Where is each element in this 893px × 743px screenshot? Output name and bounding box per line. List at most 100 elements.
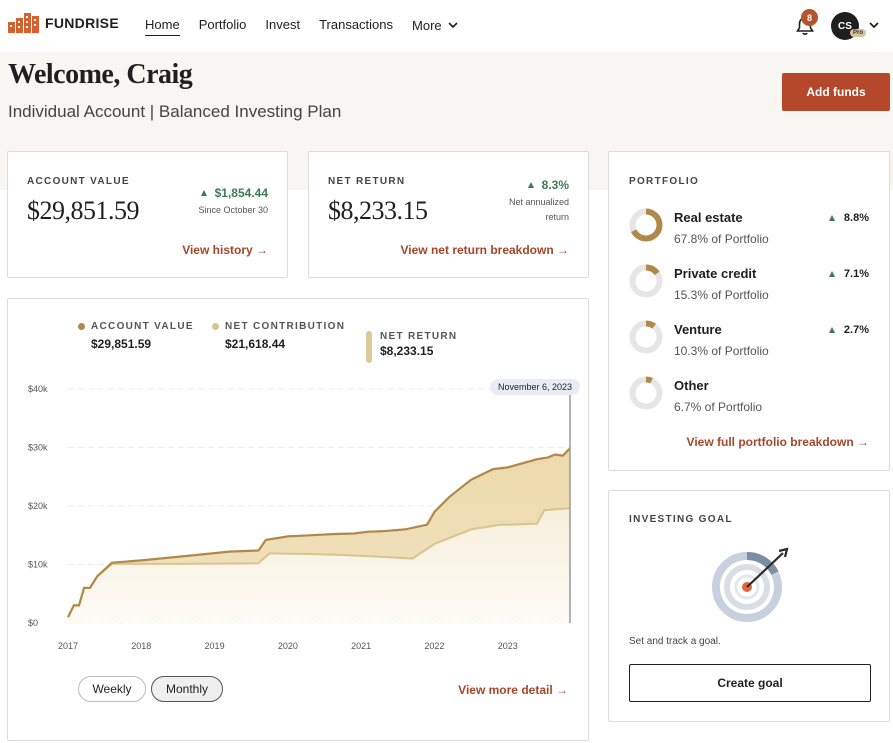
up-arrow-icon (828, 215, 835, 221)
y-tick-label: $30k (28, 443, 48, 453)
investing-goal-card: INVESTING GOAL Set and track a goal. Cre… (608, 490, 890, 722)
legend-account-value: ACCOUNT VALUE $29,851.59 (78, 321, 194, 351)
notification-badge: 8 (801, 9, 818, 26)
view-more-detail-link[interactable]: View more detail → (458, 683, 568, 697)
x-tick-label: 2019 (205, 641, 225, 651)
logo-text: FUNDRISE (45, 15, 119, 31)
portfolio-item-name: Private credit (674, 266, 757, 281)
net-return-amount: $8,233.15 (328, 196, 428, 225)
chart-date-tooltip: November 6, 2023 (490, 379, 580, 395)
portfolio-card: PORTFOLIO Real estate 67.8% of Portfolio… (608, 151, 890, 471)
nav-home[interactable]: Home (145, 17, 180, 36)
portfolio-item-venture[interactable]: Venture 10.3% of Portfolio 2.7% (629, 320, 869, 360)
performance-chart[interactable]: $0 $10k $20k $30k $40k 2017 2018 2019 2020 2021 20… (8, 371, 588, 651)
portfolio-item-other[interactable]: Other 6.7% of Portfolio (629, 376, 869, 416)
net-return-rate-note: Net annualized return (509, 195, 569, 225)
portfolio-item-return: 8.8% (828, 212, 869, 224)
portfolio-item-share: 67.8% of Portfolio (674, 232, 769, 246)
nav-invest[interactable]: Invest (265, 17, 301, 32)
legend-account-value-amount: $29,851.59 (91, 337, 152, 351)
legend-net-return-amount: $8,233.15 (380, 344, 434, 358)
account-value-amount: $29,851.59 (27, 196, 140, 225)
account-chevron-down-icon[interactable] (868, 21, 880, 29)
view-history-link[interactable]: View history → (182, 243, 268, 257)
monthly-toggle[interactable]: Monthly (151, 676, 223, 702)
legend-net-contribution-caption: NET CONTRIBUTION (212, 321, 345, 332)
account-value-dot-icon (78, 323, 85, 330)
net-contribution-area (68, 508, 570, 623)
donut-ring-icon (629, 208, 663, 242)
up-arrow-icon (200, 190, 207, 196)
add-funds-button[interactable]: Add funds (782, 73, 890, 111)
nav-links: Home Portfolio Invest Transactions More (145, 17, 478, 36)
nav-portfolio[interactable]: Portfolio (198, 17, 247, 32)
nav-more[interactable]: More (412, 17, 459, 36)
y-tick-label: $0 (28, 618, 38, 628)
nav-more-label: More (412, 17, 442, 33)
x-tick-label: 2017 (58, 641, 78, 651)
x-tick-label: 2018 (131, 641, 151, 651)
portfolio-caption: PORTFOLIO (629, 176, 700, 187)
portfolio-item-return-text: 8.8% (843, 212, 869, 224)
x-tick-label: 2020 (278, 641, 298, 651)
portfolio-item-return-text: 7.1% (843, 268, 869, 280)
portfolio-item-return-text: 2.7% (843, 324, 869, 336)
net-return-card: NET RETURN $8,233.15 8.3% Net annualized… (308, 151, 589, 278)
x-tick-label: 2023 (498, 641, 518, 651)
account-value-change-note: Since October 30 (198, 205, 268, 215)
logo[interactable]: FUNDRISE (8, 13, 119, 33)
net-return-note-line-1: Net annualized (508, 197, 569, 207)
weekly-toggle[interactable]: Weekly (78, 676, 146, 702)
view-net-return-breakdown-link[interactable]: View net return breakdown → (400, 243, 569, 257)
chevron-down-icon (448, 22, 458, 29)
legend-account-value-caption: ACCOUNT VALUE (78, 321, 194, 332)
net-contribution-dot-icon (212, 323, 219, 330)
create-goal-button[interactable]: Create goal (629, 664, 871, 702)
portfolio-item-private-credit[interactable]: Private credit 15.3% of Portfolio 7.1% (629, 264, 869, 304)
view-portfolio-breakdown-link[interactable]: View full portfolio breakdown → (686, 435, 869, 449)
net-return-caption: NET RETURN (328, 176, 406, 187)
top-nav: FUNDRISE Home Portfolio Invest Transacti… (0, 0, 893, 52)
net-return-bar-icon (366, 331, 372, 363)
donut-ring-icon (629, 320, 663, 354)
x-tick-label: 2022 (424, 641, 444, 651)
portfolio-item-name: Real estate (674, 210, 743, 225)
portfolio-item-name: Venture (674, 322, 722, 337)
portfolio-item-share: 15.3% of Portfolio (674, 288, 769, 302)
portfolio-item-share: 6.7% of Portfolio (674, 400, 763, 414)
target-icon (712, 547, 789, 622)
fundrise-logo-icon (8, 13, 39, 33)
nav-transactions[interactable]: Transactions (319, 17, 394, 32)
page-title: Welcome, Craig (8, 59, 193, 90)
portfolio-item-return: 7.1% (828, 268, 869, 280)
legend-net-contribution-amount: $21,618.44 (225, 337, 286, 351)
donut-ring-icon (629, 376, 663, 410)
legend-net-contribution-label: NET CONTRIBUTION (225, 321, 346, 332)
chart-date-tooltip-text: November 6, 2023 (498, 382, 572, 392)
account-value-card: ACCOUNT VALUE $29,851.59 $1,854.44 Since… (7, 151, 288, 278)
net-return-rate: 8.3% (527, 178, 569, 192)
performance-chart-card: ACCOUNT VALUE $29,851.59 NET CONTRIBUTIO… (7, 298, 589, 741)
net-return-note-line-2: return (545, 212, 569, 222)
legend-net-return-label: NET RETURN (380, 330, 458, 342)
legend-net-return-caption: NET RETURN (366, 321, 458, 363)
up-arrow-icon (828, 327, 835, 333)
donut-ring-icon (629, 264, 663, 298)
portfolio-item-real-estate[interactable]: Real estate 67.8% of Portfolio 8.8% (629, 208, 869, 248)
net-return-area (68, 448, 570, 618)
account-value-line (67, 447, 571, 618)
up-arrow-icon (828, 271, 835, 277)
pro-badge: Pro (850, 29, 867, 37)
legend-account-value-label: ACCOUNT VALUE (91, 321, 194, 332)
account-value-change-text: $1,854.44 (214, 186, 268, 200)
account-value-caption: ACCOUNT VALUE (27, 176, 130, 187)
portfolio-item-share: 10.3% of Portfolio (674, 344, 769, 358)
investing-goal-text: Set and track a goal. (629, 636, 721, 647)
account-subtitle: Individual Account | Balanced Investing … (8, 102, 342, 121)
account-value-change: $1,854.44 (200, 186, 268, 200)
x-tick-label: 2021 (351, 641, 371, 651)
portfolio-item-return: 2.7% (828, 324, 869, 336)
legend-net-contribution: NET CONTRIBUTION $21,618.44 (212, 321, 345, 351)
portfolio-item-name: Other (674, 378, 709, 393)
investing-goal-caption: INVESTING GOAL (629, 514, 733, 525)
